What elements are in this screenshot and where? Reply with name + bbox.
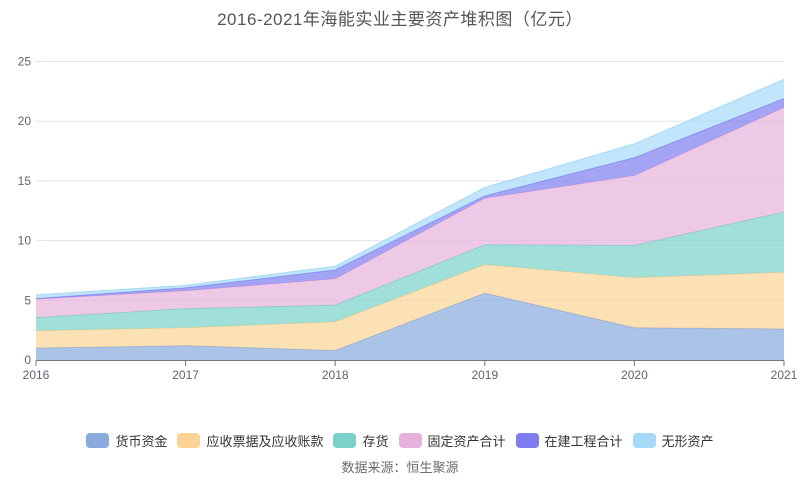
legend-swatch-icon: [398, 433, 422, 448]
legend-swatch-icon: [515, 433, 539, 448]
legend-swatch-icon: [177, 433, 201, 448]
legend-swatch-icon: [333, 433, 357, 448]
legend-label: 货币资金: [115, 434, 168, 449]
y-label-5: 5: [24, 293, 31, 307]
legend-item-0[interactable]: 货币资金: [86, 431, 167, 450]
legend-item-3[interactable]: 固定资产合计: [398, 431, 506, 450]
y-label-10: 10: [18, 234, 32, 248]
source-caption: 数据来源：恒生聚源: [341, 460, 459, 475]
legend-item-4[interactable]: 在建工程合计: [515, 431, 623, 450]
chart-title: 2016-2021年海能实业主要资产堆积图（亿元）: [217, 10, 583, 29]
legend-item-5[interactable]: 无形资产: [632, 431, 714, 450]
legend-swatch-icon: [86, 433, 110, 448]
y-label-15: 15: [18, 174, 32, 188]
area-series-2[interactable]: [36, 211, 784, 331]
legend-label: 无形资产: [661, 434, 714, 449]
y-label-0: 0: [24, 353, 31, 367]
stacked-area-chart: 2016 2017 2018 2019 2020 2021 0 5 10 15 20 25: [18, 55, 798, 383]
area-series-3[interactable]: [36, 107, 784, 318]
legend-label: 存货: [362, 434, 389, 449]
x-label-2021: 2021: [771, 368, 798, 382]
area-series-0[interactable]: [36, 293, 784, 360]
line-series-5: [35, 78, 785, 296]
x-label-2017: 2017: [172, 368, 199, 382]
legend-swatch-icon: [632, 433, 656, 448]
legend: 货币资金 应收票据及应收账款 存货 固定资产合计 在建工程合计 无形资产: [0, 431, 800, 450]
legend-item-2[interactable]: 存货: [333, 431, 389, 450]
area-series-1[interactable]: [36, 264, 784, 351]
legend-item-1[interactable]: 应收票据及应收账款: [177, 431, 323, 450]
legend-label: 应收票据及应收账款: [206, 434, 324, 449]
x-label-2019: 2019: [471, 368, 498, 382]
x-label-2016: 2016: [23, 368, 50, 382]
legend-label: 在建工程合计: [544, 434, 623, 449]
x-label-2018: 2018: [322, 368, 349, 382]
x-label-2020: 2020: [621, 368, 648, 382]
y-label-20: 20: [18, 114, 32, 128]
legend-label: 固定资产合计: [427, 434, 506, 449]
y-label-25: 25: [18, 55, 32, 69]
